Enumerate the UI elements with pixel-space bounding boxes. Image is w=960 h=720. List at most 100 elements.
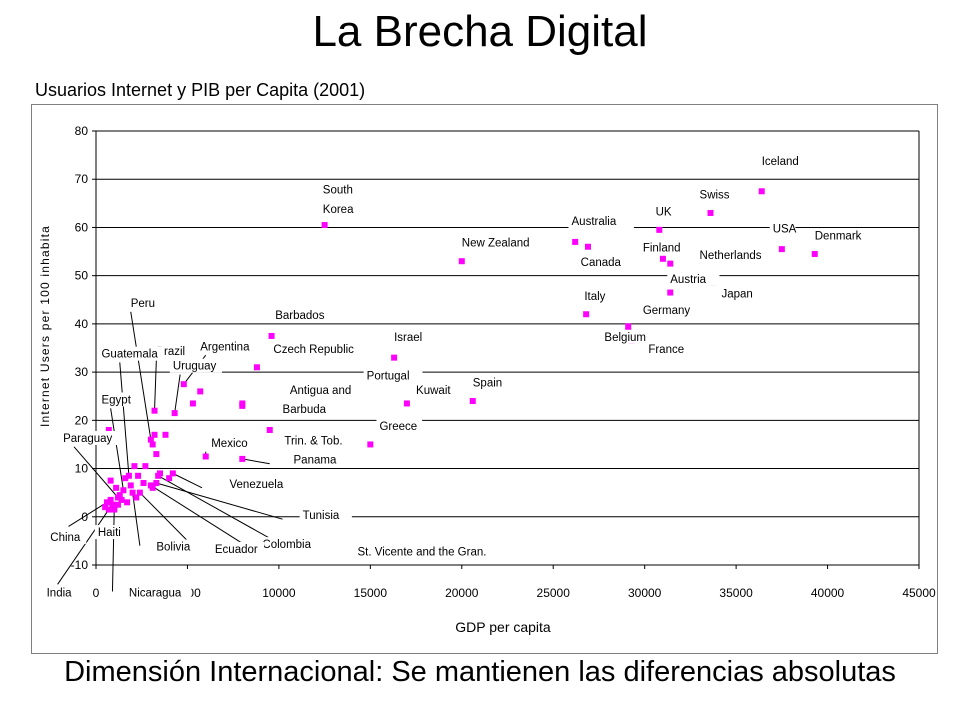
label-backdrop xyxy=(652,204,672,219)
point-label: Czech Republic xyxy=(273,344,354,356)
label-backdrop xyxy=(299,508,352,523)
x-axis-label: GDP per capita xyxy=(455,619,551,635)
point-label: Barbuda xyxy=(283,404,327,416)
data-point xyxy=(166,475,173,482)
y-tick-label: 30 xyxy=(75,365,89,379)
point-label: South xyxy=(323,185,353,197)
point-label: Tunisia xyxy=(303,510,340,522)
point-label: Peru xyxy=(131,298,155,310)
data-point xyxy=(180,381,187,388)
data-point xyxy=(321,222,328,229)
chart-subtitle: Usuarios Internet y PIB per Capita (2001… xyxy=(35,80,366,100)
data-point xyxy=(197,388,204,395)
point-label: Paraguay xyxy=(63,433,112,445)
slide-footer: Dimensión Internacional: Se mantienen la… xyxy=(64,656,896,688)
data-point xyxy=(403,400,410,407)
point-label: St. Vicente and the Gran. xyxy=(358,546,487,558)
label-backdrop xyxy=(169,358,223,373)
label-backdrop xyxy=(259,537,319,552)
data-point xyxy=(151,407,158,414)
label-backdrop xyxy=(718,286,758,301)
point-label: Guatemala xyxy=(101,349,158,361)
x-tick-label: 10000 xyxy=(262,586,296,600)
x-tick-label: 45000 xyxy=(902,586,936,600)
leader-line xyxy=(111,507,115,592)
data-point xyxy=(118,496,125,503)
data-point xyxy=(458,258,465,265)
data-point xyxy=(113,484,120,491)
data-point xyxy=(114,501,121,508)
data-point xyxy=(151,431,158,438)
x-tick-label: 40000 xyxy=(811,586,845,600)
label-backdrop xyxy=(279,402,332,417)
label-backdrop xyxy=(354,544,526,559)
data-point xyxy=(114,494,121,501)
point-label: Antigua and xyxy=(290,385,351,397)
point-label: Swiss xyxy=(700,190,730,202)
point-label: Bolivia xyxy=(156,542,190,554)
data-point xyxy=(142,463,149,470)
slide-title: La Brecha Digital xyxy=(312,7,648,56)
leader-line xyxy=(68,501,108,527)
data-point xyxy=(147,436,154,443)
data-point xyxy=(667,289,674,296)
point-label: Belgium xyxy=(604,332,646,344)
y-tick-label: 80 xyxy=(75,124,89,138)
data-points xyxy=(102,188,818,513)
point-label: USA xyxy=(773,223,797,235)
data-point xyxy=(107,477,114,484)
label-backdrop xyxy=(577,255,624,270)
point-label: Canada xyxy=(581,257,622,269)
label-backdrop xyxy=(758,153,811,168)
label-backdrop xyxy=(98,392,138,407)
data-point xyxy=(147,482,154,489)
label-backdrop xyxy=(601,329,654,344)
leader-line xyxy=(132,492,141,546)
data-point xyxy=(131,463,138,470)
label-backdrop xyxy=(696,247,776,262)
point-label: Ecuador xyxy=(215,544,258,556)
data-point xyxy=(124,499,131,506)
data-point xyxy=(583,311,590,318)
point-label: Netherlands xyxy=(700,250,762,262)
data-point xyxy=(758,188,765,195)
data-point xyxy=(125,472,132,479)
point-label: Kuwait xyxy=(416,385,451,397)
point-label: Israel xyxy=(394,332,422,344)
point-label: Haiti xyxy=(98,527,121,539)
data-point xyxy=(162,431,169,438)
point-label: Uruguay xyxy=(173,361,217,373)
y-tick-label: 40 xyxy=(75,317,89,331)
data-point xyxy=(105,426,112,433)
label-backdrop xyxy=(391,329,437,344)
y-tick-label: 60 xyxy=(75,220,89,234)
label-backdrop xyxy=(568,214,634,229)
label-backdrop xyxy=(94,525,134,540)
point-label: Egypt xyxy=(101,394,131,406)
data-point xyxy=(572,238,579,245)
point-label: Finland xyxy=(643,243,681,255)
label-backdrop xyxy=(413,382,459,397)
data-point xyxy=(239,455,246,462)
data-point xyxy=(268,332,275,339)
data-point xyxy=(111,504,118,511)
label-backdrop xyxy=(811,228,864,243)
data-point xyxy=(239,400,246,407)
data-point xyxy=(659,255,666,262)
data-point xyxy=(189,400,196,407)
data-point xyxy=(469,398,476,405)
label-backdrop xyxy=(667,271,720,286)
leader-line xyxy=(156,482,283,520)
point-label: Austria xyxy=(670,274,706,286)
label-backdrop xyxy=(47,529,87,544)
data-point xyxy=(120,487,127,494)
data-point xyxy=(133,494,140,501)
label-backdrop xyxy=(286,382,366,397)
label-backdrop xyxy=(153,344,199,359)
label-backdrop xyxy=(696,187,736,202)
label-backdrop xyxy=(769,221,796,236)
leader-line xyxy=(174,374,181,414)
data-point xyxy=(202,453,209,460)
data-point xyxy=(266,426,273,433)
